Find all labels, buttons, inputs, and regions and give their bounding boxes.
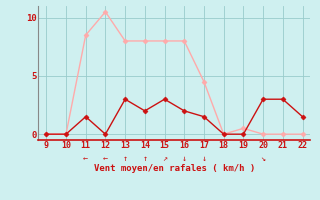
Text: ↘: ↘	[260, 154, 266, 163]
Text: ←: ←	[103, 154, 108, 163]
Text: ↑: ↑	[142, 154, 147, 163]
X-axis label: Vent moyen/en rafales ( km/h ): Vent moyen/en rafales ( km/h )	[94, 164, 255, 173]
Text: ↑: ↑	[123, 154, 128, 163]
Text: ←: ←	[83, 154, 88, 163]
Text: ↗: ↗	[162, 154, 167, 163]
Text: ↓: ↓	[182, 154, 187, 163]
Text: ↓: ↓	[202, 154, 206, 163]
